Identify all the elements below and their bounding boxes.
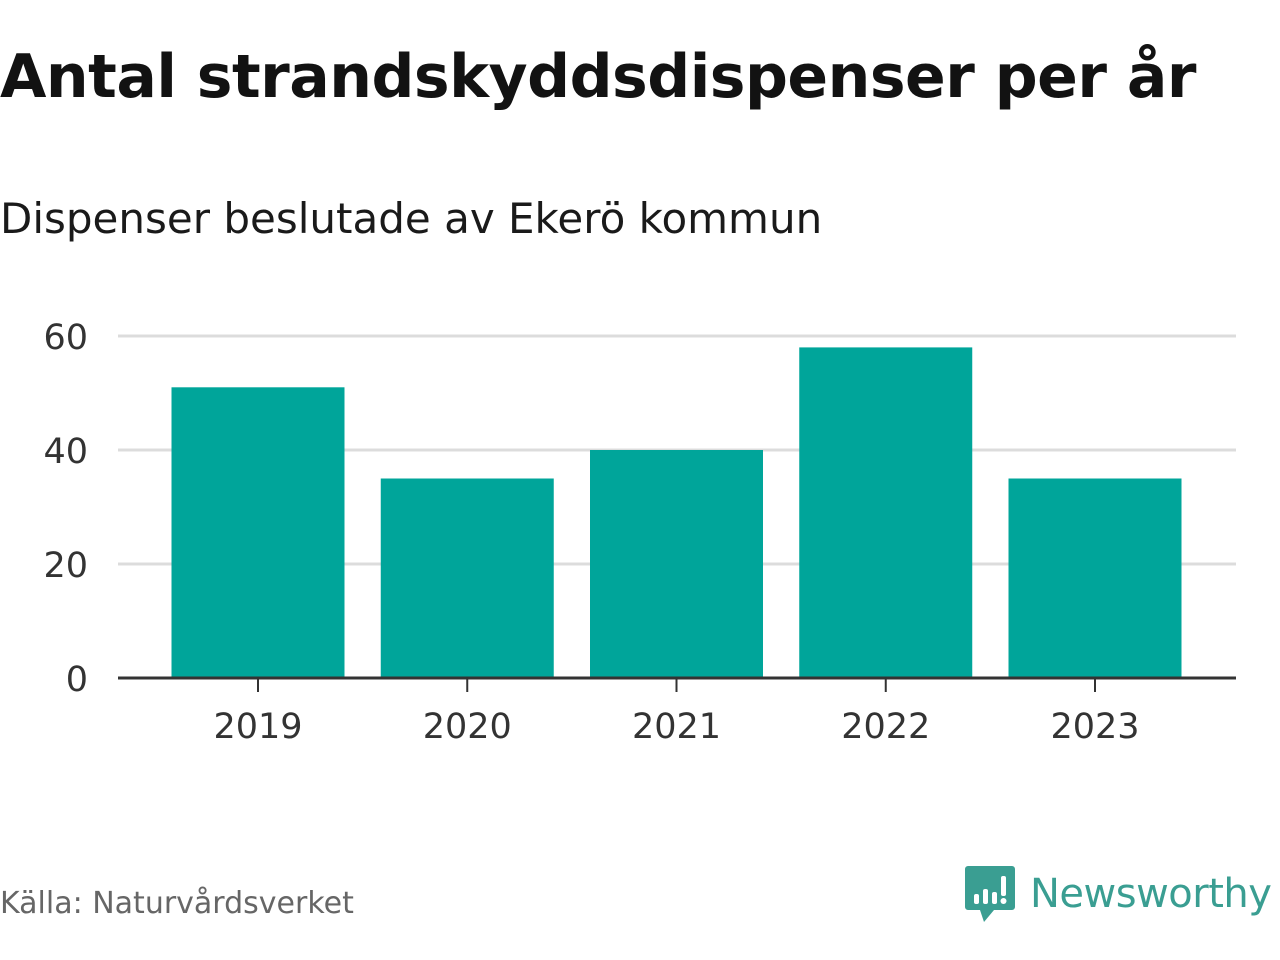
y-tick-label: 60 xyxy=(43,318,88,358)
newsworthy-logo-icon xyxy=(965,866,1015,922)
y-tick-label: 20 xyxy=(43,546,88,586)
chart-title: Antal strandskyddsdispenser per år xyxy=(0,42,1196,112)
chart-subtitle: Dispenser beslutade av Ekerö kommun xyxy=(0,194,823,243)
bar-2020 xyxy=(380,478,554,678)
y-tick-label: 0 xyxy=(66,660,88,700)
x-tick-label: 2019 xyxy=(213,707,302,747)
newsworthy-logo: Newsworthy xyxy=(964,864,1272,924)
x-tick-label: 2020 xyxy=(423,707,512,747)
y-tick-label: 40 xyxy=(43,432,88,472)
bar-2023 xyxy=(1008,478,1182,678)
x-tick-label: 2021 xyxy=(632,707,721,747)
source-note: Källa: Naturvårdsverket xyxy=(0,886,354,921)
bar-2022 xyxy=(799,347,973,678)
bar-2021 xyxy=(590,450,763,678)
bar-2019 xyxy=(171,387,345,678)
x-tick-label: 2022 xyxy=(841,707,930,747)
brand-name: Newsworthy xyxy=(1030,871,1272,917)
x-tick-label: 2023 xyxy=(1050,707,1139,747)
